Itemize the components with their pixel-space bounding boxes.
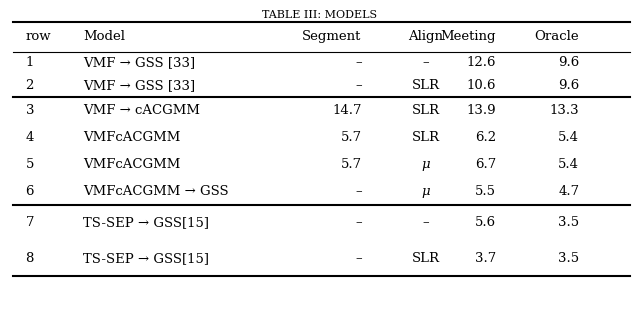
Text: TS-SEP → GSS[15]: TS-SEP → GSS[15] — [83, 216, 209, 229]
Text: μ: μ — [421, 185, 430, 198]
Text: Meeting: Meeting — [440, 30, 496, 43]
Text: 7: 7 — [26, 216, 34, 229]
Text: 6: 6 — [26, 185, 34, 198]
Text: 5.7: 5.7 — [340, 158, 362, 171]
Text: VMF → GSS [33]: VMF → GSS [33] — [83, 79, 195, 92]
Text: –: – — [355, 56, 362, 69]
Text: μ: μ — [421, 158, 430, 171]
Text: 13.3: 13.3 — [550, 104, 579, 117]
Text: row: row — [26, 30, 51, 43]
Text: –: – — [355, 252, 362, 265]
Text: 4: 4 — [26, 131, 34, 144]
Text: 14.7: 14.7 — [332, 104, 362, 117]
Text: 5.5: 5.5 — [475, 185, 496, 198]
Text: 5.7: 5.7 — [340, 131, 362, 144]
Text: 4.7: 4.7 — [558, 185, 579, 198]
Text: 3.5: 3.5 — [558, 216, 579, 229]
Text: TS-SEP → GSS[15]: TS-SEP → GSS[15] — [83, 252, 209, 265]
Text: 3.5: 3.5 — [558, 252, 579, 265]
Text: Model: Model — [83, 30, 125, 43]
Text: 5.4: 5.4 — [558, 158, 579, 171]
Text: –: – — [355, 185, 362, 198]
Text: 8: 8 — [26, 252, 34, 265]
Text: SLR: SLR — [412, 104, 440, 117]
Text: 5.4: 5.4 — [558, 131, 579, 144]
Text: Align: Align — [408, 30, 443, 43]
Text: 10.6: 10.6 — [467, 79, 496, 92]
Text: 3.7: 3.7 — [475, 252, 496, 265]
Text: TABLE III: MODELS: TABLE III: MODELS — [262, 10, 378, 20]
Text: VMF → cACGMM: VMF → cACGMM — [83, 104, 200, 117]
Text: 9.6: 9.6 — [558, 56, 579, 69]
Text: 3: 3 — [26, 104, 34, 117]
Text: SLR: SLR — [412, 131, 440, 144]
Text: VMFcACGMM → GSS: VMFcACGMM → GSS — [83, 185, 229, 198]
Text: Segment: Segment — [302, 30, 362, 43]
Text: 6.2: 6.2 — [475, 131, 496, 144]
Text: SLR: SLR — [412, 79, 440, 92]
Text: –: – — [355, 79, 362, 92]
Text: 12.6: 12.6 — [467, 56, 496, 69]
Text: 5: 5 — [26, 158, 34, 171]
Text: 9.6: 9.6 — [558, 79, 579, 92]
Text: 2: 2 — [26, 79, 34, 92]
Text: 1: 1 — [26, 56, 34, 69]
Text: –: – — [355, 216, 362, 229]
Text: 13.9: 13.9 — [467, 104, 496, 117]
Text: 6.7: 6.7 — [475, 158, 496, 171]
Text: Oracle: Oracle — [534, 30, 579, 43]
Text: –: – — [422, 216, 429, 229]
Text: VMF → GSS [33]: VMF → GSS [33] — [83, 56, 195, 69]
Text: VMFcACGMM: VMFcACGMM — [83, 158, 180, 171]
Text: 5.6: 5.6 — [475, 216, 496, 229]
Text: VMFcACGMM: VMFcACGMM — [83, 131, 180, 144]
Text: SLR: SLR — [412, 252, 440, 265]
Text: –: – — [422, 56, 429, 69]
